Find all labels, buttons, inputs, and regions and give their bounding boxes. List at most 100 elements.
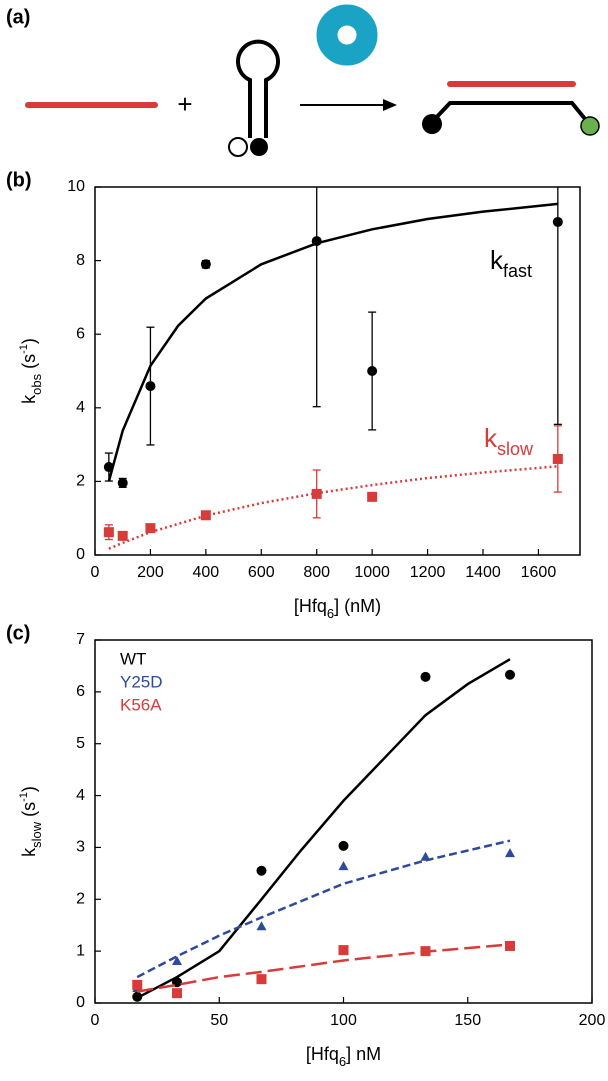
x-tick-label: 1000 <box>354 564 390 581</box>
data-point <box>367 366 378 376</box>
y-axis-label-part: slow <box>29 821 44 848</box>
y-tick-label: 2 <box>76 473 85 490</box>
x-axis-label-part: [Hfq <box>306 1044 339 1064</box>
x-tick-label: 0 <box>91 1012 100 1029</box>
x-axis-label-part: ] (nM) <box>334 596 381 616</box>
y-axis-label-part: -1 <box>18 344 30 354</box>
x-tick-label: 150 <box>454 1012 481 1029</box>
y-tick-label: 0 <box>76 994 85 1011</box>
plot-frame <box>94 186 581 556</box>
data-point <box>504 940 515 951</box>
data-point <box>200 259 211 270</box>
annotation-part: k <box>490 245 504 275</box>
x-tick-label: 1600 <box>521 564 557 581</box>
legend-entry: K56A <box>120 695 162 714</box>
y-axis-label-part: -1 <box>18 792 30 802</box>
fit-curve <box>107 202 558 482</box>
filled-dye <box>422 114 442 134</box>
x-axis-label-part: 6 <box>327 606 334 621</box>
annotation-part: fast <box>503 261 532 281</box>
x-tick-label: 200 <box>137 564 164 581</box>
data-point <box>172 988 183 999</box>
annotation-part: slow <box>497 439 534 459</box>
y-tick-label: 7 <box>76 631 85 648</box>
panel-label: (b) <box>6 169 32 191</box>
y-axis-label-part: (s <box>19 802 39 822</box>
data-point <box>338 861 349 871</box>
data-point <box>338 840 349 851</box>
y-axis-label-part: ) <box>19 786 39 792</box>
x-tick-label: 200 <box>579 1012 606 1029</box>
y-tick-label: 10 <box>67 178 85 195</box>
data-point <box>256 865 267 876</box>
data-point <box>552 216 563 227</box>
x-tick-label: 400 <box>193 564 220 581</box>
y-tick-label: 4 <box>76 399 85 416</box>
y-tick-label: 3 <box>76 839 85 856</box>
y-axis-label: kslow (s-1) <box>18 786 44 857</box>
data-point <box>256 974 267 985</box>
data-point <box>103 527 114 538</box>
data-point <box>145 523 156 534</box>
data-point <box>132 979 143 990</box>
y-axis-label-part: k <box>19 847 39 857</box>
y-tick-label: 1 <box>76 942 85 959</box>
fit-curve <box>136 658 511 999</box>
data-point <box>145 381 156 392</box>
data-point <box>504 848 515 858</box>
annotation: kfast <box>490 245 532 281</box>
y-tick-label: 8 <box>76 252 85 269</box>
x-tick-label: 800 <box>303 564 330 581</box>
y-tick-label: 6 <box>76 325 85 342</box>
hairpin <box>236 39 280 138</box>
x-axis-label-part: ] nM <box>346 1044 381 1064</box>
panel-a-diagram: (a) + <box>6 4 600 157</box>
data-point <box>552 453 563 464</box>
green-dye <box>580 116 600 136</box>
annotation: kslow <box>484 423 534 459</box>
opened-hairpin <box>430 101 592 127</box>
x-tick-label: 1400 <box>465 564 501 581</box>
y-axis-label: kobs (s-1) <box>18 338 44 404</box>
filled-dye <box>250 138 268 156</box>
fit-curve <box>137 943 511 993</box>
x-tick-label: 0 <box>91 564 100 581</box>
annotation-part: k <box>484 423 498 453</box>
y-tick-label: 0 <box>76 546 85 563</box>
y-axis-label-part: obs <box>29 373 44 394</box>
data-point <box>367 491 378 502</box>
x-tick-label: 1200 <box>410 564 446 581</box>
data-point <box>117 477 128 488</box>
panel-label: (c) <box>6 622 30 644</box>
data-point <box>338 945 349 956</box>
hfq-ring <box>316 4 378 66</box>
x-tick-label: 600 <box>248 564 275 581</box>
x-axis-label-part: 6 <box>339 1054 346 1069</box>
y-tick-label: 4 <box>76 787 85 804</box>
y-axis-label-part: (s <box>19 354 39 374</box>
x-axis-label: [Hfq6] (nM) <box>294 596 381 621</box>
x-axis-label: [Hfq6] nM <box>306 1044 381 1069</box>
y-axis-label-part: ) <box>19 338 39 344</box>
data-point <box>256 921 267 931</box>
legend-entry: Y25D <box>120 672 163 691</box>
y-tick-label: 6 <box>76 683 85 700</box>
y-axis-label-part: k <box>19 394 39 404</box>
panel-label: (a) <box>6 6 30 28</box>
legend-entry: WT <box>120 649 146 668</box>
data-point <box>200 510 211 521</box>
y-tick-label: 2 <box>76 891 85 908</box>
fit-curve <box>108 465 558 550</box>
open-dye <box>228 137 248 157</box>
x-tick-label: 50 <box>210 1012 228 1029</box>
x-axis-label-part: [Hfq <box>294 596 327 616</box>
data-point <box>420 851 431 861</box>
y-tick-label: 5 <box>76 735 85 752</box>
plus-sign: + <box>177 89 192 119</box>
x-tick-label: 100 <box>330 1012 357 1029</box>
data-point <box>504 669 515 680</box>
data-point <box>172 955 183 965</box>
arrow-head <box>383 99 397 111</box>
data-point <box>117 530 128 541</box>
